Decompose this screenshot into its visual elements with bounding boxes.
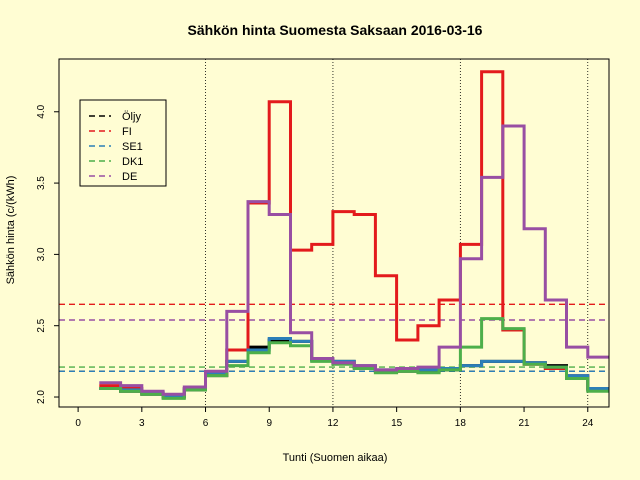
legend-label-DK1: DK1 <box>122 156 143 168</box>
average-lines <box>59 303 609 373</box>
x-tick-label-18: 18 <box>455 418 467 429</box>
chart-title: Sähkön hinta Suomesta Saksaan 2016-03-16 <box>188 22 483 38</box>
series-group <box>99 70 609 400</box>
y-axis: 2.0 2.5 3.0 3.5 4.0 <box>36 104 59 404</box>
legend-label-DE: DE <box>122 171 137 183</box>
y-tick-label-4: 4.0 <box>36 104 47 118</box>
legend: Öljy FI SE1 DK1 DE <box>79 99 167 187</box>
x-tick-label-0: 0 <box>75 418 81 429</box>
x-tick-label-21: 21 <box>518 418 530 429</box>
y-axis-label: Sähkön hinta (c/(kWh) <box>5 176 17 285</box>
y-tick-label-3.5: 3.5 <box>36 176 47 190</box>
legend-box <box>79 99 167 187</box>
y-tick-label-3: 3.0 <box>36 247 47 261</box>
x-tick-label-9: 9 <box>266 418 272 429</box>
x-axis: 0 3 6 9 12 15 18 21 24 <box>75 407 594 429</box>
y-tick-label-2: 2.0 <box>36 390 47 404</box>
plot-border <box>58 58 610 408</box>
legend-label-SE1: SE1 <box>122 141 143 153</box>
x-tick-label-15: 15 <box>391 418 403 429</box>
x-tick-label-6: 6 <box>203 418 209 429</box>
x-axis-label: Tunti (Suomen aikaa) <box>283 452 388 464</box>
x-tick-label-12: 12 <box>327 418 339 429</box>
series-DE <box>99 124 609 396</box>
legend-label-Öljy: Öljy <box>122 111 141 123</box>
x-tick-label-3: 3 <box>139 418 145 429</box>
legend-label-FI: FI <box>122 126 132 138</box>
x-tick-label-24: 24 <box>582 418 594 429</box>
y-tick-label-2.5: 2.5 <box>36 318 47 332</box>
